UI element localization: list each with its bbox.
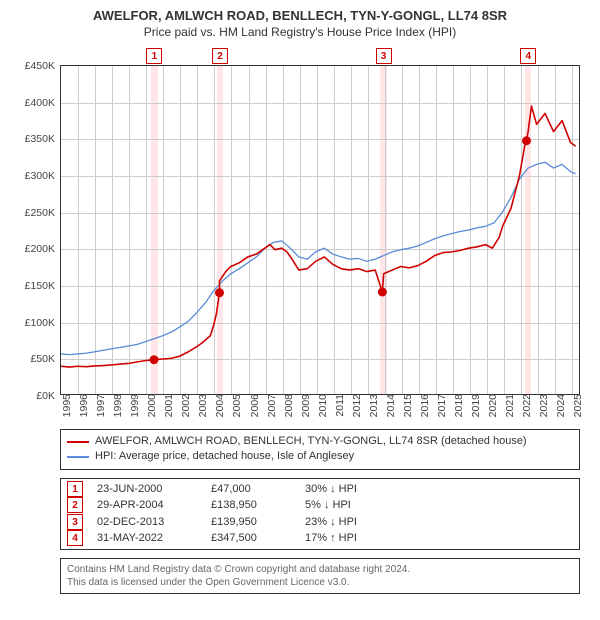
y-tick-label: £450K	[25, 60, 61, 72]
series-svg	[61, 66, 579, 394]
y-tick-label: £250K	[25, 207, 61, 219]
event-price: £347,500	[211, 530, 291, 547]
event-price: £139,950	[211, 514, 291, 531]
event-date: 29-APR-2004	[97, 497, 197, 514]
plot-area: 1234£0K£50K£100K£150K£200K£250K£300K£350…	[60, 65, 580, 395]
event-price: £47,000	[211, 481, 291, 498]
event-index: 3	[67, 514, 83, 530]
y-tick-label: £50K	[30, 353, 61, 365]
legend-swatch	[67, 456, 89, 458]
y-tick-label: £400K	[25, 97, 61, 109]
event-date: 02-DEC-2013	[97, 514, 197, 531]
series-marker	[523, 137, 531, 145]
series-line	[61, 162, 576, 354]
x-tick-label: 2025	[568, 394, 584, 417]
event-delta: 30% ↓ HPI	[305, 481, 357, 498]
legend-entry: AWELFOR, AMLWCH ROAD, BENLLECH, TYN-Y-GO…	[67, 434, 573, 449]
event-date: 23-JUN-2000	[97, 481, 197, 498]
x-tick-label: 2008	[279, 394, 295, 417]
event-index: 2	[67, 497, 83, 513]
x-tick-label: 1999	[125, 394, 141, 417]
event-band-label: 4	[520, 48, 536, 64]
event-date: 31-MAY-2022	[97, 530, 197, 547]
event-row: 1 23-JUN-2000 £47,000 30% ↓ HPI	[67, 481, 573, 498]
footer: Contains HM Land Registry data © Crown c…	[60, 558, 580, 594]
x-tick-label: 2016	[415, 394, 431, 417]
y-tick-label: £150K	[25, 280, 61, 292]
event-index: 1	[67, 481, 83, 497]
event-band-label: 1	[146, 48, 162, 64]
series-marker	[216, 289, 224, 297]
event-delta: 23% ↓ HPI	[305, 514, 357, 531]
legend-entry: HPI: Average price, detached house, Isle…	[67, 449, 573, 464]
y-tick-label: £200K	[25, 243, 61, 255]
x-tick-label: 2017	[432, 394, 448, 417]
events-table: 1 23-JUN-2000 £47,000 30% ↓ HPI 2 29-APR-2004…	[60, 478, 580, 550]
x-tick-label: 2005	[227, 394, 243, 417]
y-tick-label: £350K	[25, 133, 61, 145]
x-tick-label: 1998	[108, 394, 124, 417]
event-price: £138,950	[211, 497, 291, 514]
x-tick-label: 2009	[296, 394, 312, 417]
event-row: 4 31-MAY-2022 £347,500 17% ↑ HPI	[67, 530, 573, 547]
legend: AWELFOR, AMLWCH ROAD, BENLLECH, TYN-Y-GO…	[60, 429, 580, 470]
event-index: 4	[67, 530, 83, 546]
x-tick-label: 2019	[466, 394, 482, 417]
x-tick-label: 2014	[381, 394, 397, 417]
event-band-label: 3	[376, 48, 392, 64]
series-marker	[378, 288, 386, 296]
x-tick-label: 2020	[483, 394, 499, 417]
x-tick-label: 2015	[398, 394, 414, 417]
x-tick-label: 2018	[449, 394, 465, 417]
x-tick-label: 1995	[57, 394, 73, 417]
legend-label: AWELFOR, AMLWCH ROAD, BENLLECH, TYN-Y-GO…	[95, 434, 527, 449]
x-tick-label: 2010	[313, 394, 329, 417]
event-band-label: 2	[212, 48, 228, 64]
x-tick-label: 2007	[262, 394, 278, 417]
x-tick-label: 2013	[364, 394, 380, 417]
x-tick-label: 2024	[551, 394, 567, 417]
x-tick-label: 1997	[91, 394, 107, 417]
event-delta: 17% ↑ HPI	[305, 530, 357, 547]
legend-swatch	[67, 441, 89, 443]
x-tick-label: 2021	[500, 394, 516, 417]
event-delta: 5% ↓ HPI	[305, 497, 351, 514]
x-tick-label: 2001	[159, 394, 175, 417]
x-tick-label: 2004	[210, 394, 226, 417]
footer-line1: Contains HM Land Registry data © Crown c…	[67, 563, 573, 576]
event-row: 3 02-DEC-2013 £139,950 23% ↓ HPI	[67, 514, 573, 531]
chart-title: AWELFOR, AMLWCH ROAD, BENLLECH, TYN-Y-GO…	[10, 8, 590, 25]
x-tick-label: 1996	[74, 394, 90, 417]
legend-label: HPI: Average price, detached house, Isle…	[95, 449, 354, 464]
footer-line2: This data is licensed under the Open Gov…	[67, 576, 573, 589]
x-tick-label: 2003	[193, 394, 209, 417]
x-tick-label: 2012	[347, 394, 363, 417]
y-tick-label: £100K	[25, 317, 61, 329]
chart-subtitle: Price paid vs. HM Land Registry's House …	[10, 25, 590, 39]
x-tick-label: 2000	[142, 394, 158, 417]
event-row: 2 29-APR-2004 £138,950 5% ↓ HPI	[67, 497, 573, 514]
y-tick-label: £300K	[25, 170, 61, 182]
x-tick-label: 2011	[330, 394, 346, 417]
series-marker	[150, 356, 158, 364]
series-line	[61, 106, 576, 367]
x-tick-label: 2002	[176, 394, 192, 417]
x-tick-label: 2022	[517, 394, 533, 417]
x-tick-label: 2023	[534, 394, 550, 417]
chart-container: AWELFOR, AMLWCH ROAD, BENLLECH, TYN-Y-GO…	[0, 0, 600, 620]
x-tick-label: 2006	[245, 394, 261, 417]
